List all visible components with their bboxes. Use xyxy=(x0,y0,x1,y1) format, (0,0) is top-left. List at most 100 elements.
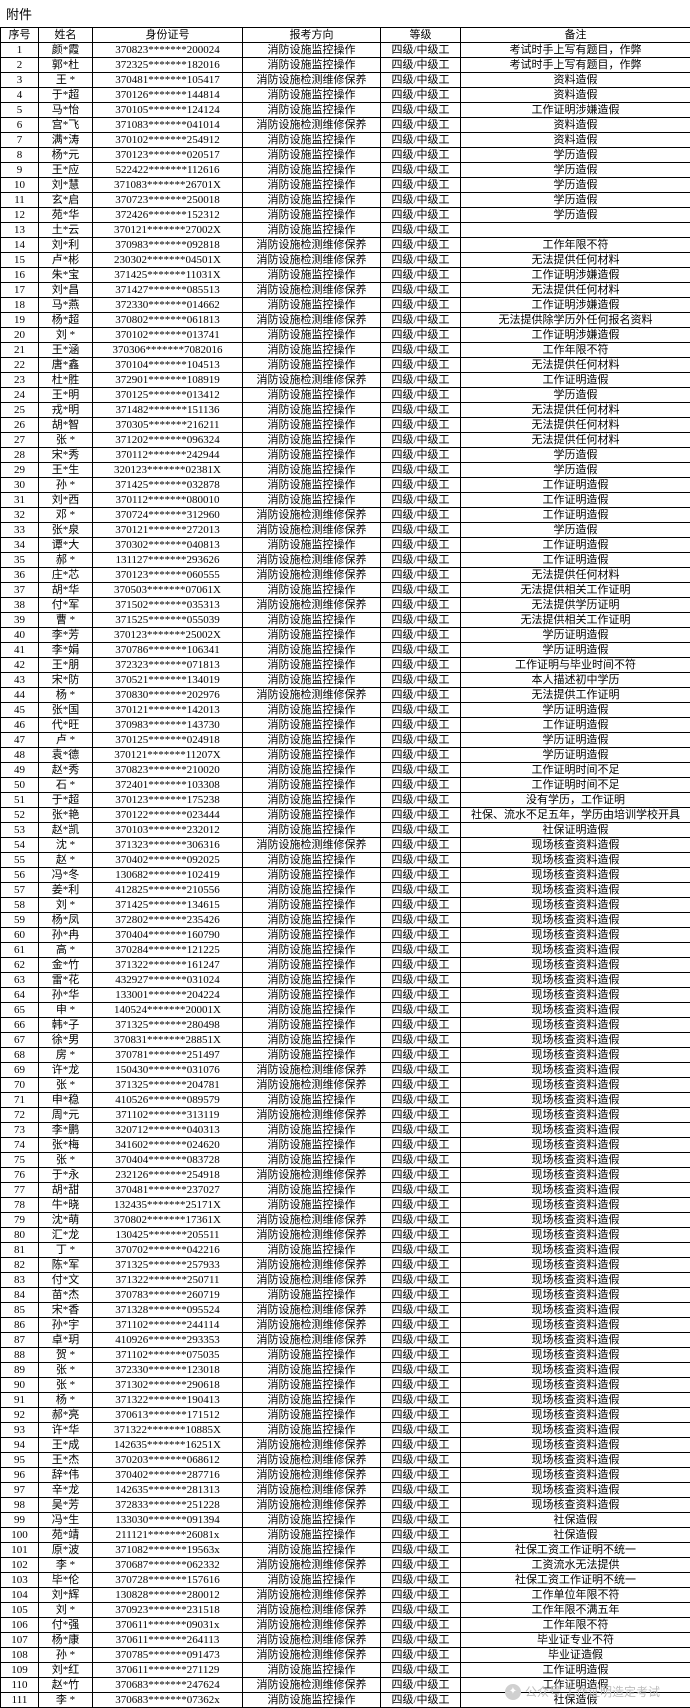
cell-dir: 消防设施监控操作 xyxy=(243,1033,381,1048)
cell-name: 胡*华 xyxy=(39,583,93,598)
cell-id: 371082*******19563x xyxy=(93,1543,243,1558)
cell-seq: 96 xyxy=(1,1468,39,1483)
cell-note: 现场核查资料造假 xyxy=(461,1423,690,1438)
cell-dir: 消防设施检测维修保养 xyxy=(243,1333,381,1348)
cell-seq: 82 xyxy=(1,1258,39,1273)
cell-seq: 35 xyxy=(1,553,39,568)
cell-id: 142635*******281313 xyxy=(93,1483,243,1498)
cell-note: 学历造假 xyxy=(461,178,690,193)
cell-seq: 84 xyxy=(1,1288,39,1303)
cell-level: 四级/中级工 xyxy=(381,928,461,943)
table-row: 83付*文371322*******250711消防设施检测维修保养四级/中级工… xyxy=(1,1273,690,1288)
cell-name: 杨*超 xyxy=(39,313,93,328)
cell-note: 现场核查资料造假 xyxy=(461,1303,690,1318)
cell-name: 辞*伟 xyxy=(39,1468,93,1483)
cell-level: 四级/中级工 xyxy=(381,1618,461,1633)
cell-seq: 83 xyxy=(1,1273,39,1288)
cell-name: 唐*鑫 xyxy=(39,358,93,373)
cell-dir: 消防设施监控操作 xyxy=(243,478,381,493)
cell-seq: 104 xyxy=(1,1588,39,1603)
cell-seq: 53 xyxy=(1,823,39,838)
cell-note: 现场核查资料造假 xyxy=(461,1333,690,1348)
cell-seq: 34 xyxy=(1,538,39,553)
cell-id: 370728*******157616 xyxy=(93,1573,243,1588)
cell-dir: 消防设施监控操作 xyxy=(243,1348,381,1363)
table-row: 94王*成142635*******16251X消防设施检测维修保养四级/中级工… xyxy=(1,1438,690,1453)
cell-note: 学历证明造假 xyxy=(461,628,690,643)
table-row: 62金*竹371322*******161247消防设施监控操作四级/中级工现场… xyxy=(1,958,690,973)
table-row: 107杨*康370611*******264113消防设施检测维修保养四级/中级… xyxy=(1,1633,690,1648)
cell-name: 杨*康 xyxy=(39,1633,93,1648)
table-row: 102李 *370687*******062332消防设施检测维修保养四级/中级… xyxy=(1,1558,690,1573)
table-row: 89张 *372330*******123018消防设施监控操作四级/中级工现场… xyxy=(1,1363,690,1378)
cell-name: 高 * xyxy=(39,943,93,958)
cell-dir: 消防设施检测维修保养 xyxy=(243,1213,381,1228)
cell-dir: 消防设施监控操作 xyxy=(243,1423,381,1438)
cell-name: 杨*凤 xyxy=(39,913,93,928)
cell-level: 四级/中级工 xyxy=(381,838,461,853)
table-row: 35郝 *131127*******293626消防设施检测维修保养四级/中级工… xyxy=(1,553,690,568)
cell-level: 四级/中级工 xyxy=(381,1243,461,1258)
cell-note: 现场核查资料造假 xyxy=(461,1498,690,1513)
cell-name: 李 * xyxy=(39,1558,93,1573)
cell-name: 王*杰 xyxy=(39,1453,93,1468)
table-row: 4于*超370126*******144814消防设施监控操作四级/中级工资料造… xyxy=(1,88,690,103)
cell-level: 四级/中级工 xyxy=(381,1198,461,1213)
cell-dir: 消防设施检测维修保养 xyxy=(243,568,381,583)
cell-note: 工作年限不符 xyxy=(461,1618,690,1633)
table-row: 47卢 *370125*******024918消防设施监控操作四级/中级工学历… xyxy=(1,733,690,748)
cell-note: 现场核查资料造假 xyxy=(461,1093,690,1108)
table-row: 33张*泉370121*******272013消防设施检测维修保养四级/中级工… xyxy=(1,523,690,538)
table-row: 82陈*军371325*******257933消防设施检测维修保养四级/中级工… xyxy=(1,1258,690,1273)
cell-seq: 88 xyxy=(1,1348,39,1363)
cell-level: 四级/中级工 xyxy=(381,868,461,883)
cell-name: 于*超 xyxy=(39,88,93,103)
table-row: 34谭*大370302*******040813消防设施监控操作四级/中级工工作… xyxy=(1,538,690,553)
cell-level: 四级/中级工 xyxy=(381,373,461,388)
cell-name: 孙 * xyxy=(39,1648,93,1663)
cell-name: 刘 * xyxy=(39,1603,93,1618)
cell-seq: 110 xyxy=(1,1678,39,1693)
cell-level: 四级/中级工 xyxy=(381,133,461,148)
cell-note: 现场核查资料造假 xyxy=(461,1123,690,1138)
cell-id: 133030*******091394 xyxy=(93,1513,243,1528)
cell-seq: 14 xyxy=(1,238,39,253)
cell-id: 371325*******280498 xyxy=(93,1018,243,1033)
cell-name: 许*龙 xyxy=(39,1063,93,1078)
cell-note: 工作证明涉嫌造假 xyxy=(461,268,690,283)
cell-level: 四级/中级工 xyxy=(381,268,461,283)
cell-seq: 46 xyxy=(1,718,39,733)
table-row: 37胡*华370503*******07061X消防设施监控操作四级/中级工无法… xyxy=(1,583,690,598)
cell-dir: 消防设施检测维修保养 xyxy=(243,688,381,703)
cell-level: 四级/中级工 xyxy=(381,883,461,898)
cell-id: 370687*******062332 xyxy=(93,1558,243,1573)
cell-level: 四级/中级工 xyxy=(381,1543,461,1558)
cell-name: 曹 * xyxy=(39,613,93,628)
cell-name: 王 * xyxy=(39,73,93,88)
table-row: 11玄*启370723*******250018消防设施监控操作四级/中级工学历… xyxy=(1,193,690,208)
cell-level: 四级/中级工 xyxy=(381,913,461,928)
cell-level: 四级/中级工 xyxy=(381,178,461,193)
cell-level: 四级/中级工 xyxy=(381,193,461,208)
cell-note: 学历造假 xyxy=(461,208,690,223)
cell-level: 四级/中级工 xyxy=(381,1558,461,1573)
cell-note xyxy=(461,223,690,238)
table-row: 95王*杰370203*******068612消防设施检测维修保养四级/中级工… xyxy=(1,1453,690,1468)
cell-dir: 消防设施监控操作 xyxy=(243,1198,381,1213)
table-row: 76于*永232126*******254918消防设施检测维修保养四级/中级工… xyxy=(1,1168,690,1183)
cell-seq: 100 xyxy=(1,1528,39,1543)
table-row: 88贺 *371102*******075035消防设施监控操作四级/中级工现场… xyxy=(1,1348,690,1363)
cell-level: 四级/中级工 xyxy=(381,493,461,508)
cell-note: 本人描述初中学历 xyxy=(461,673,690,688)
cell-level: 四级/中级工 xyxy=(381,148,461,163)
cell-id: 432927*******031024 xyxy=(93,973,243,988)
cell-name: 陈*军 xyxy=(39,1258,93,1273)
table-row: 17刘*昌371427*******085513消防设施检测维修保养四级/中级工… xyxy=(1,283,690,298)
cell-id: 320123*******02381X xyxy=(93,463,243,478)
cell-level: 四级/中级工 xyxy=(381,658,461,673)
table-row: 101原*波371082*******19563x消防设施监控操作四级/中级工社… xyxy=(1,1543,690,1558)
cell-name: 张*泉 xyxy=(39,523,93,538)
cell-name: 申*稳 xyxy=(39,1093,93,1108)
cell-dir: 消防设施监控操作 xyxy=(243,868,381,883)
col-note: 备注 xyxy=(461,28,690,43)
